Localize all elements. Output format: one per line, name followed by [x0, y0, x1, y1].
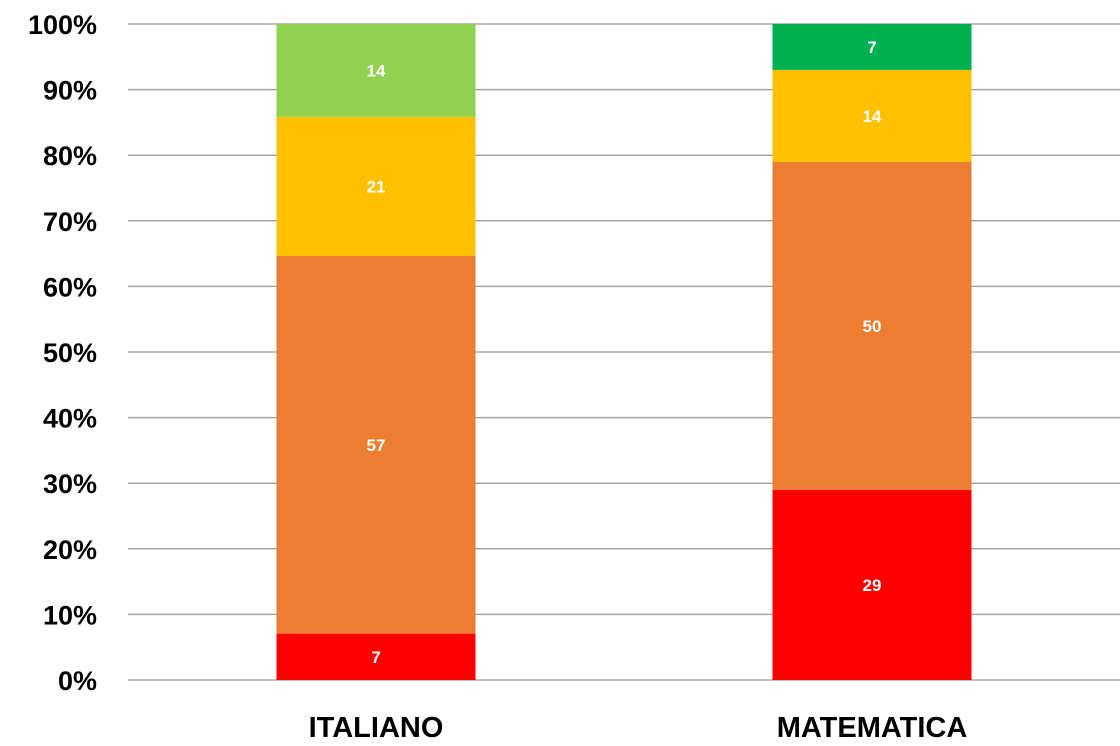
- y-tick-label: 70%: [43, 207, 97, 237]
- bar-segment: [772, 489, 972, 680]
- y-tick-label: 10%: [43, 600, 97, 630]
- bar-segment: [772, 24, 972, 70]
- x-category-label: ITALIANO: [309, 712, 444, 744]
- y-tick-label: 60%: [43, 272, 97, 302]
- bar-segment: [772, 161, 972, 490]
- data-label: 57: [367, 436, 386, 455]
- data-label: 50: [863, 317, 882, 336]
- data-label: 29: [863, 576, 882, 595]
- bar-segment: [772, 69, 972, 162]
- data-label: 21: [367, 177, 386, 196]
- y-axis-tick-labels: 0% 10% 20% 30% 40% 50% 60% 70% 80% 90% 100%: [28, 10, 97, 696]
- y-tick-label: 80%: [43, 141, 97, 171]
- x-axis-category-labels: ITALIANO MATEMATICA: [309, 712, 968, 744]
- y-tick-label: 100%: [28, 10, 97, 40]
- y-tick-label: 90%: [43, 76, 97, 106]
- bar-segment: [276, 24, 476, 117]
- data-label: 14: [367, 61, 386, 80]
- y-tick-label: 20%: [43, 535, 97, 565]
- data-label: 14: [863, 107, 882, 126]
- y-tick-label: 40%: [43, 404, 97, 434]
- bar-segment: [276, 255, 476, 634]
- y-tick-label: 50%: [43, 338, 97, 368]
- y-tick-label: 30%: [43, 469, 97, 499]
- data-label: 7: [371, 648, 380, 667]
- bar-segment: [276, 633, 476, 680]
- bars: 7 57 21 14 29 50 14 7: [276, 24, 972, 680]
- y-tick-label: 0%: [58, 666, 97, 696]
- bar-segment: [276, 116, 476, 256]
- x-category-label: MATEMATICA: [777, 712, 968, 744]
- data-label: 7: [867, 38, 876, 57]
